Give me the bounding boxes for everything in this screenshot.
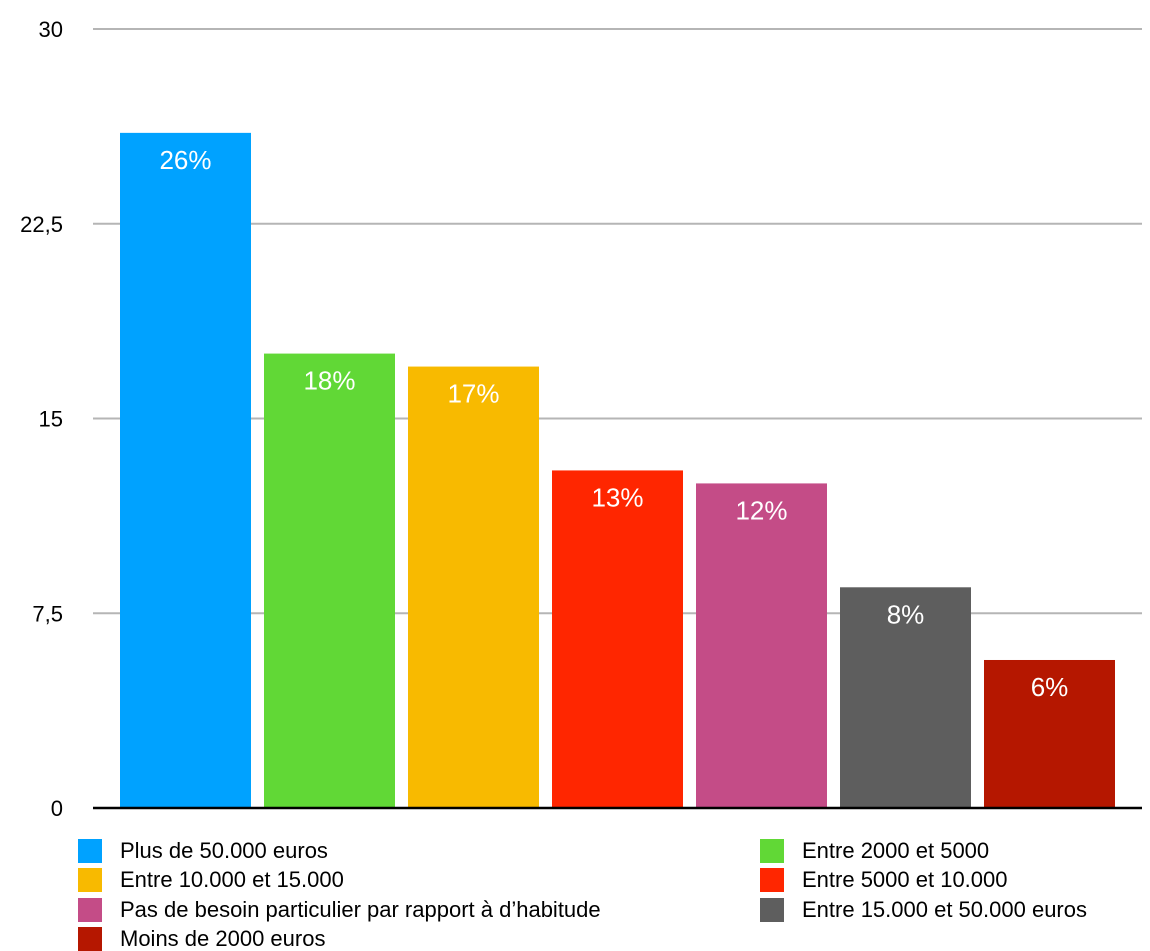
y-tick-label: 0 [51,796,63,821]
bar [264,353,395,808]
bar-value-label: 26% [159,145,211,175]
bar [120,132,251,808]
y-tick-label: 22,5 [20,212,63,237]
bar-value-label: 12% [735,495,787,525]
y-tick-label: 15 [39,407,63,432]
bar [552,470,683,808]
bar [696,483,827,808]
y-tick-label: 7,5 [32,601,63,626]
bars [120,132,1115,808]
data-labels: 26% 18% 17% 13% 12% 8% 6% [159,145,1068,702]
bar-value-label: 18% [303,366,355,396]
bar-value-label: 17% [447,379,499,409]
bar [408,366,539,808]
y-tick-label: 30 [39,17,63,42]
bar [984,659,1115,808]
bar-value-label: 6% [1031,672,1069,702]
bar [840,587,971,808]
y-axis-ticks: 0 7,5 15 22,5 30 [20,17,63,821]
bar-value-label: 13% [591,482,643,512]
bar-value-label: 8% [887,599,925,629]
